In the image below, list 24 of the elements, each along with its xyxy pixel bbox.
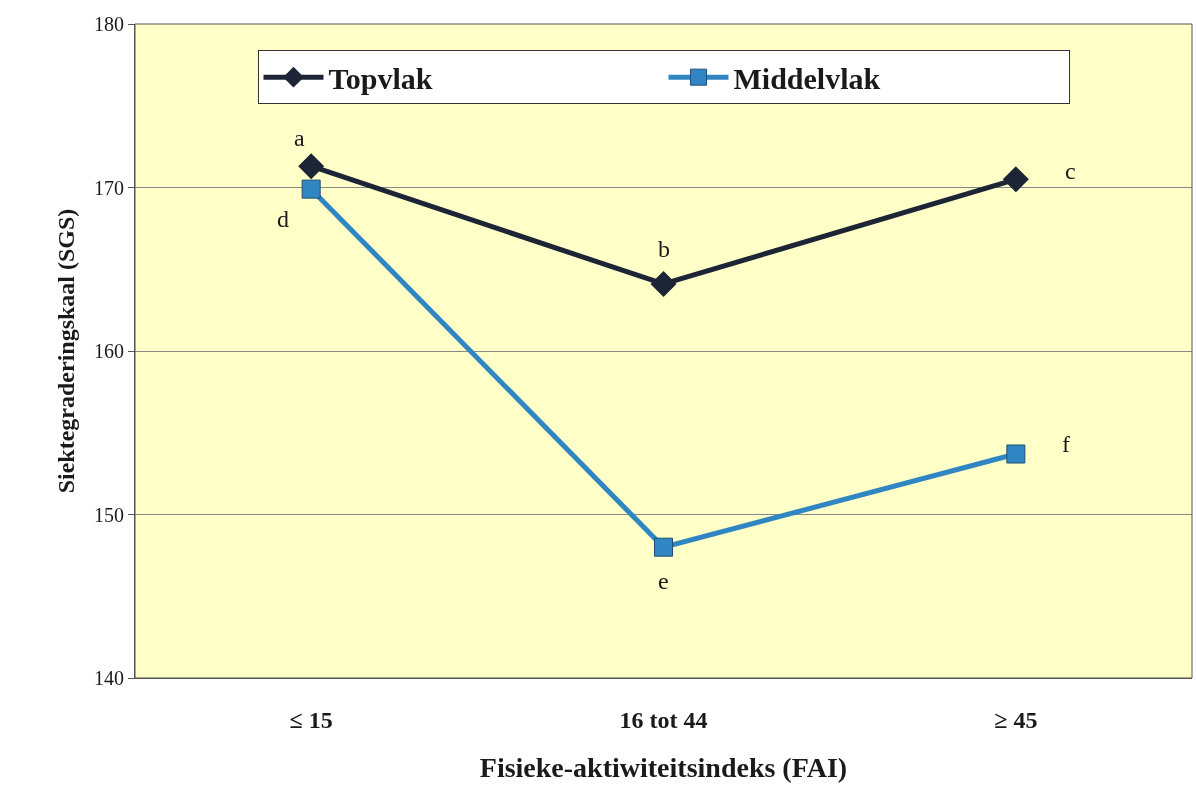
- x-tick-label: ≥ 45: [994, 706, 1038, 733]
- y-tick-label: 140: [94, 667, 124, 689]
- annotation: a: [294, 125, 305, 151]
- y-tick-label: 170: [94, 176, 124, 199]
- point: [650, 270, 677, 297]
- point: [301, 179, 321, 199]
- point: [1006, 444, 1026, 464]
- y-axis-title: Siektegraderingskaal (SGS): [53, 208, 80, 494]
- annotation: c: [1065, 158, 1076, 184]
- annotation: f: [1062, 431, 1070, 457]
- legend-label: Middelvlak: [733, 61, 881, 95]
- point: [298, 153, 325, 180]
- y-tick-label: 180: [94, 13, 124, 35]
- annotation: e: [658, 568, 669, 594]
- y-tick-label: 160: [94, 340, 124, 362]
- x-axis-title: Fisieke-aktiwiteitsindeks (FAI): [479, 751, 848, 783]
- annotation: b: [658, 236, 670, 262]
- legend-label: Topvlak: [328, 61, 433, 95]
- x-tick-label: 16 tot 44: [619, 706, 708, 733]
- point: [1002, 166, 1029, 193]
- annotation: d: [277, 206, 289, 232]
- point: [654, 537, 673, 557]
- y-tick-label: 150: [94, 503, 124, 526]
- x-tick-label: ≤ 15: [289, 706, 333, 733]
